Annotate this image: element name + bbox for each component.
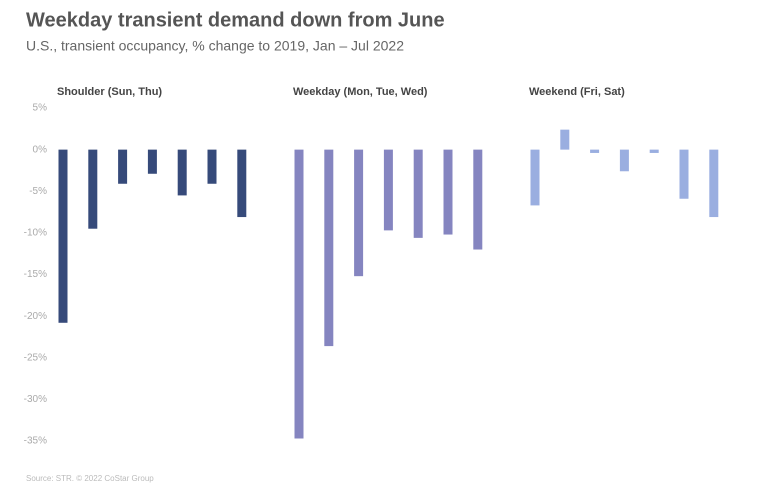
bar: [177, 149, 187, 196]
panel-title: Weekday (Mon, Tue, Wed): [293, 86, 428, 98]
y-tick-label: -15%: [24, 269, 47, 280]
bar: [619, 149, 629, 172]
bar: [709, 149, 719, 218]
y-tick-label: -25%: [24, 352, 47, 363]
y-tick-label: -35%: [24, 436, 47, 447]
bar: [679, 149, 689, 199]
chart-subtitle: U.S., transient occupancy, % change to 2…: [26, 38, 404, 54]
bar: [147, 149, 157, 174]
bar: [58, 149, 68, 323]
bar: [237, 149, 247, 218]
y-tick-label: 5%: [33, 103, 48, 114]
panel-title: Shoulder (Sun, Thu): [57, 86, 162, 98]
bar: [354, 149, 364, 277]
bar: [294, 149, 304, 439]
chart-title: Weekday transient demand down from June: [26, 9, 445, 31]
bar: [88, 149, 98, 229]
y-tick-label: -10%: [24, 228, 47, 239]
bar: [324, 149, 334, 347]
bar: [649, 149, 659, 153]
y-tick-label: 0%: [33, 144, 48, 155]
panel-title: Weekend (Fri, Sat): [529, 86, 625, 98]
bar: [473, 149, 483, 250]
bar: [118, 149, 128, 184]
bar: [207, 149, 217, 184]
y-tick-label: -30%: [24, 394, 47, 405]
bar: [443, 149, 453, 235]
y-tick-label: -5%: [29, 186, 47, 197]
bar: [383, 149, 393, 231]
source-note: Source: STR. © 2022 CoStar Group: [26, 474, 154, 483]
bar: [530, 149, 540, 206]
y-tick-label: -20%: [24, 311, 47, 322]
bar: [590, 149, 600, 153]
bar: [560, 129, 570, 150]
bar: [413, 149, 423, 238]
